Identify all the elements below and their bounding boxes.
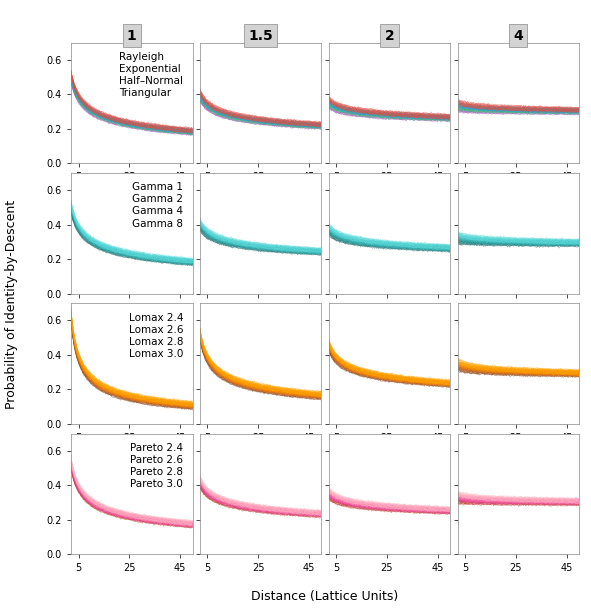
Text: Distance (Lattice Units): Distance (Lattice Units)	[251, 590, 399, 604]
Title: 4: 4	[514, 29, 523, 43]
Legend: Rayleigh, Exponential, Half–Normal, Triangular: Rayleigh, Exponential, Half–Normal, Tria…	[115, 48, 187, 102]
Legend: Gamma 1, Gamma 2, Gamma 4, Gamma 8: Gamma 1, Gamma 2, Gamma 4, Gamma 8	[128, 178, 187, 233]
Legend: Pareto 2.4, Pareto 2.6, Pareto 2.8, Pareto 3.0: Pareto 2.4, Pareto 2.6, Pareto 2.8, Pare…	[126, 438, 187, 493]
Title: 2: 2	[385, 29, 394, 43]
Text: Probability of Identity-by-Descent: Probability of Identity-by-Descent	[5, 200, 18, 409]
Title: 1: 1	[127, 29, 137, 43]
Legend: Lomax 2.4, Lomax 2.6, Lomax 2.8, Lomax 3.0: Lomax 2.4, Lomax 2.6, Lomax 2.8, Lomax 3…	[125, 308, 187, 363]
Title: 1.5: 1.5	[248, 29, 273, 43]
